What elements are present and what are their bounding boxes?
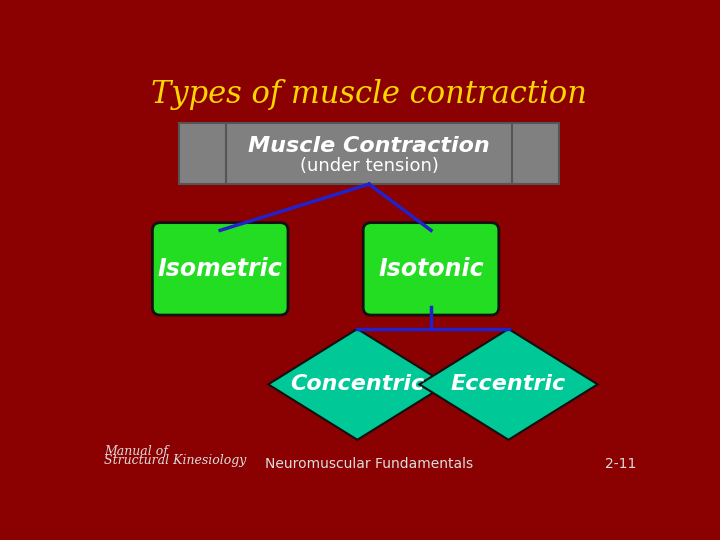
Text: Isometric: Isometric	[158, 257, 282, 281]
Text: 2-11: 2-11	[605, 457, 636, 471]
Text: (under tension): (under tension)	[300, 157, 438, 174]
Text: Structural Kinesiology: Structural Kinesiology	[104, 454, 246, 467]
FancyBboxPatch shape	[179, 123, 559, 184]
Text: Isotonic: Isotonic	[378, 257, 484, 281]
Polygon shape	[419, 329, 598, 440]
Text: Muscle Contraction: Muscle Contraction	[248, 136, 490, 156]
Text: Manual of: Manual of	[104, 444, 168, 457]
FancyBboxPatch shape	[153, 222, 288, 315]
Text: Neuromuscular Fundamentals: Neuromuscular Fundamentals	[265, 457, 473, 471]
Text: Eccentric: Eccentric	[451, 374, 566, 394]
FancyBboxPatch shape	[363, 222, 499, 315]
Text: Types of muscle contraction: Types of muscle contraction	[151, 78, 587, 110]
Text: Concentric: Concentric	[290, 374, 425, 394]
Polygon shape	[269, 329, 446, 440]
